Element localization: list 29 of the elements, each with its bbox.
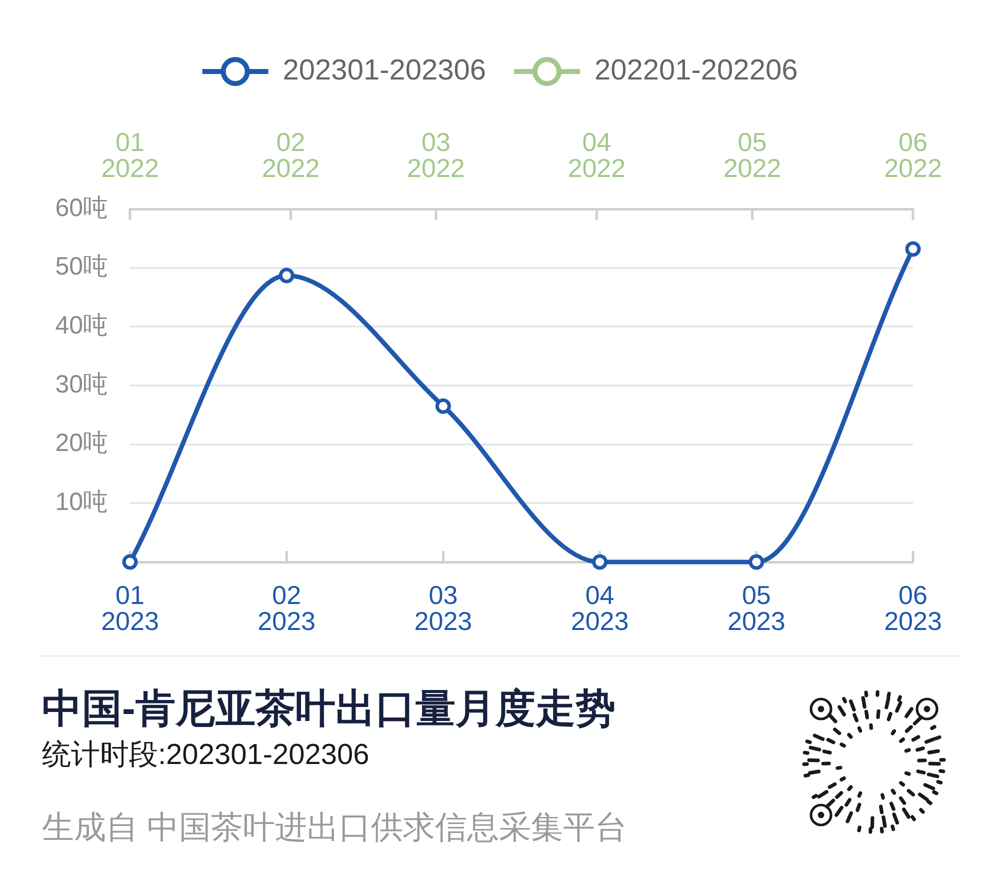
y-tick-label: 10吨	[55, 488, 108, 516]
x2-tick-label: 03 2022	[407, 127, 465, 184]
x-tick-label: 03 2023	[414, 580, 472, 636]
point	[122, 554, 138, 570]
point	[435, 398, 451, 414]
x2-tick-label: 01 2022	[101, 127, 159, 184]
x2-tick-label: 02 2022	[262, 127, 320, 184]
text: 统计时段:202301-202306	[42, 738, 370, 772]
text: 中国-肯尼亚茶叶出口量月度走势	[42, 687, 616, 732]
text: 生成自 中国茶叶进出口供求信息采集平台	[42, 808, 627, 846]
x-tick-label: 05 2023	[727, 580, 786, 636]
point	[592, 554, 608, 570]
y-tick-label: 30吨	[55, 370, 108, 398]
x-tick-label: 06 2023	[884, 580, 942, 636]
y-tick-label: 40吨	[55, 312, 108, 340]
y-tick-label: 60吨	[55, 194, 108, 222]
legend-label: 202201-202206	[594, 54, 798, 86]
x2-tick-label: 05 2022	[723, 127, 782, 184]
x2-tick-label: 06 2022	[884, 127, 942, 184]
point	[905, 241, 921, 257]
x-tick-label: 04 2023	[570, 580, 629, 636]
x2-tick-label: 04 2022	[568, 127, 626, 184]
point	[278, 268, 294, 284]
point	[748, 554, 764, 570]
legend-label: 202301-202306	[282, 54, 486, 86]
x-tick-label: 01 2023	[101, 580, 159, 636]
y-tick-label: 20吨	[55, 429, 108, 458]
x-tick-label: 02 2023	[258, 580, 316, 636]
y-tick-label: 50吨	[55, 252, 108, 281]
